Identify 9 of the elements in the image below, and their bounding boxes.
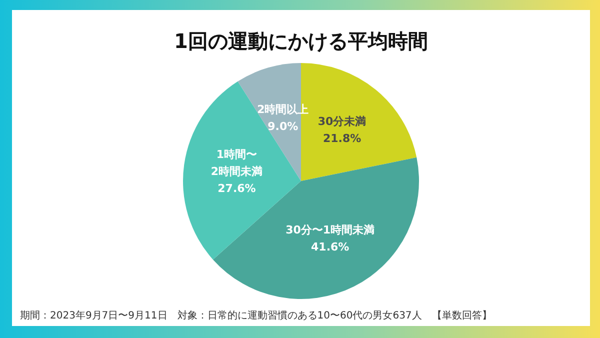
data-label: 9.0% [268, 120, 298, 134]
data-label: 41.6% [311, 240, 350, 254]
slice-label: 1時間〜 2時間未満 [210, 148, 263, 178]
text: 期間：2023年9月7日〜9月11日 対象：日常的に運動習慣のある10〜60代の男女637人 【単数回答】 [20, 310, 492, 322]
slice-label: 30分未満 [318, 115, 366, 128]
slice-label: 30分〜1時間未満 [286, 223, 375, 236]
data-label: 21.8% [322, 132, 362, 146]
chart-title: 1回の運動にかける平均時間 [174, 29, 428, 54]
data-label: 27.6% [218, 182, 256, 195]
